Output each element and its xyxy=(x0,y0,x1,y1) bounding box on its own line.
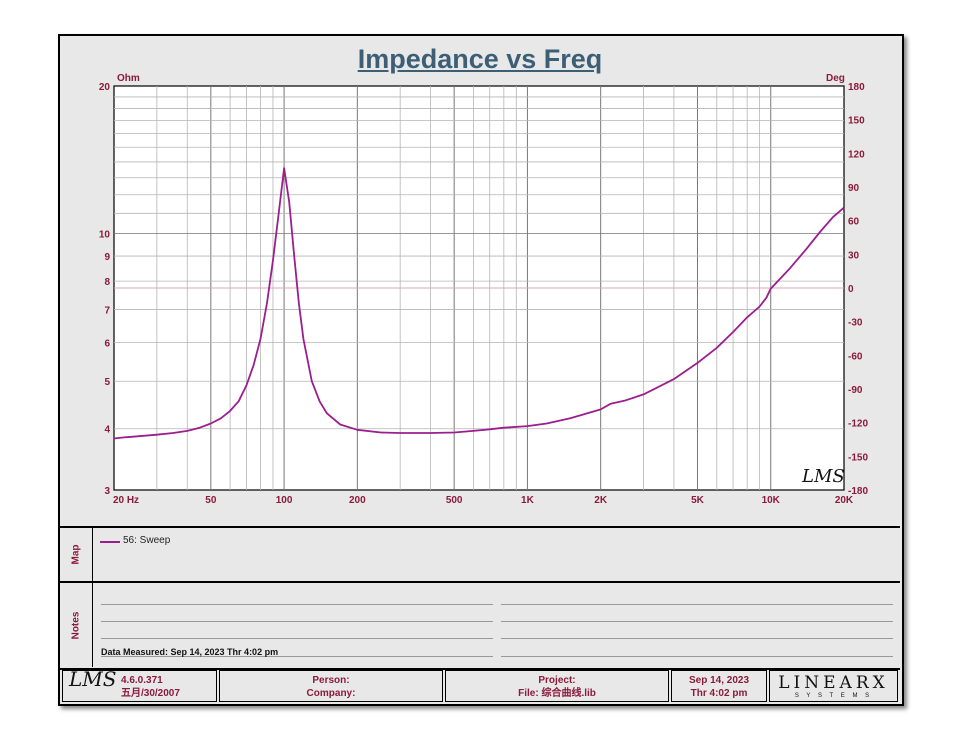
footer xyxy=(60,668,900,706)
y-tick-label: 20 xyxy=(99,82,111,93)
x-tick-label: 100 xyxy=(276,495,293,506)
y-tick-label: 6 xyxy=(104,338,110,349)
note-line xyxy=(501,638,893,639)
linearx-logo: LINEARX xyxy=(778,673,889,693)
lms-logo: LMS xyxy=(69,667,117,691)
y-tick-label: 4 xyxy=(104,425,110,436)
y2-tick-label: -180 xyxy=(848,486,868,497)
map-section xyxy=(60,526,900,583)
y2-tick-label: 30 xyxy=(848,250,860,261)
file-label: File: 综合曲线.lib xyxy=(518,688,596,699)
footer-brand-cell: LINEARX S Y S T E M S xyxy=(769,670,898,702)
y2-tick-label: 180 xyxy=(848,82,865,93)
version-date: 五月/30/2007 xyxy=(121,688,180,699)
y2-tick-label: -30 xyxy=(848,318,863,329)
footer-project-cell: Project: File: 综合曲线.lib xyxy=(445,670,669,702)
legend-label: 56: Sweep xyxy=(123,535,171,546)
y2-tick-label: -120 xyxy=(848,419,868,430)
y2-axis-unit: Deg xyxy=(826,73,845,84)
y-tick-label: 5 xyxy=(104,377,110,388)
y2-tick-label: -60 xyxy=(848,351,863,362)
y-tick-label: 10 xyxy=(99,230,111,241)
footer-version-cell: LMS 4.6.0.371 五月/30/2007 xyxy=(62,667,217,702)
x-tick-label: 200 xyxy=(349,495,366,506)
footer-person-cell: Person: Company: xyxy=(219,670,443,702)
x-tick-label: 5K xyxy=(691,495,705,506)
y2-tick-label: 0 xyxy=(848,284,854,295)
y2-tick-label: -150 xyxy=(848,452,868,463)
y-axis-unit: Ohm xyxy=(117,73,140,84)
map-label: Map xyxy=(60,528,93,581)
x-tick-label: 2K xyxy=(594,495,608,506)
x-tick-label: 500 xyxy=(446,495,463,506)
legend-swatch xyxy=(100,541,120,543)
footer-date: Sep 14, 2023 xyxy=(688,675,750,686)
notes-label: Notes xyxy=(60,583,93,667)
note-line xyxy=(501,621,893,622)
data-measured: Data Measured: Sep 14, 2023 Thr 4:02 pm xyxy=(101,647,279,657)
y-tick-label: 8 xyxy=(104,277,110,288)
note-line xyxy=(501,604,893,605)
chart-title: Impedance vs Freq xyxy=(357,44,603,74)
y2-tick-label: 120 xyxy=(848,149,865,160)
y2-tick-label: -90 xyxy=(848,385,863,396)
footer-time: Thr 4:02 pm xyxy=(690,688,748,699)
x-tick-label: 20K xyxy=(835,495,854,506)
x-tick-label: 50 xyxy=(205,495,217,506)
x-tick-label: 10K xyxy=(762,495,781,506)
y-tick-label: 9 xyxy=(104,252,110,263)
y-tick-label: 7 xyxy=(104,306,110,317)
x-tick-label: 20 Hz xyxy=(113,495,139,506)
note-line xyxy=(101,621,493,622)
lms-watermark: LMS xyxy=(801,466,845,487)
y-tick-label: 3 xyxy=(104,486,110,497)
notes-section xyxy=(60,581,900,669)
y2-tick-label: 60 xyxy=(848,217,860,228)
project-label: Project: xyxy=(538,675,576,686)
y2-tick-label: 90 xyxy=(848,183,860,194)
version: 4.6.0.371 xyxy=(121,675,163,686)
x-tick-label: 1K xyxy=(521,495,535,506)
series-line-sweep xyxy=(113,167,845,440)
note-line xyxy=(501,656,893,657)
note-line xyxy=(101,638,493,639)
y2-tick-label: 150 xyxy=(848,116,865,127)
person-label: Person: xyxy=(312,675,350,686)
company-label: Company: xyxy=(306,688,356,699)
footer-date-cell: Sep 14, 2023 Thr 4:02 pm xyxy=(671,670,767,702)
linearx-sub: S Y S T E M S xyxy=(794,693,873,699)
note-line xyxy=(101,656,493,657)
note-line xyxy=(101,604,493,605)
